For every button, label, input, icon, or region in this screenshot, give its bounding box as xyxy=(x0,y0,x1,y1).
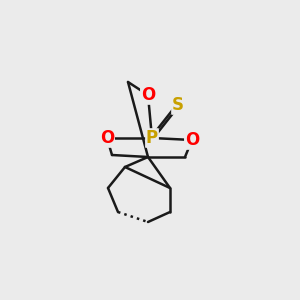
Text: O: O xyxy=(100,129,114,147)
Text: O: O xyxy=(185,131,199,149)
Text: P: P xyxy=(146,129,158,147)
Text: O: O xyxy=(141,86,155,104)
Text: S: S xyxy=(172,96,184,114)
